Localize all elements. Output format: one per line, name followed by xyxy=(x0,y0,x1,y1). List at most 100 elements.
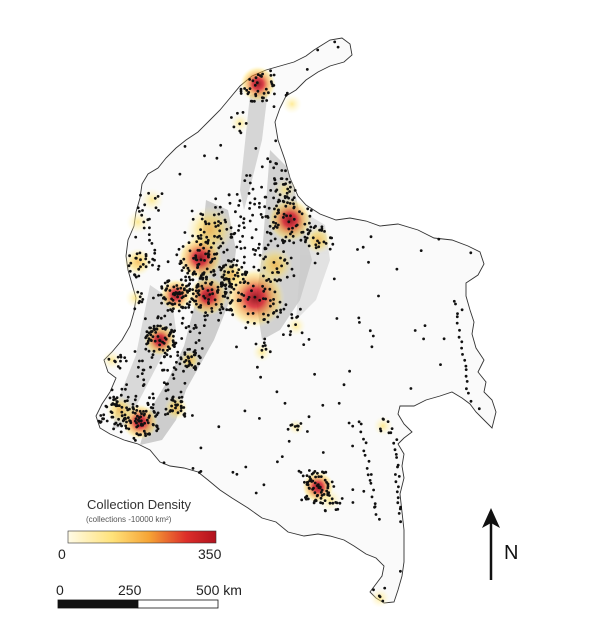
collection-point xyxy=(340,497,344,500)
collection-point xyxy=(460,340,464,344)
collection-point xyxy=(332,277,336,281)
collection-point xyxy=(187,303,191,307)
collection-point xyxy=(262,92,266,95)
collection-point xyxy=(168,289,172,292)
collection-point xyxy=(140,300,144,304)
collection-point xyxy=(141,298,145,301)
collection-point xyxy=(325,481,328,484)
collection-point xyxy=(157,293,160,297)
collection-point xyxy=(174,406,177,410)
collection-point xyxy=(151,392,155,396)
collection-point xyxy=(161,327,165,330)
collection-point xyxy=(221,307,225,311)
collection-point xyxy=(335,501,339,505)
collection-point xyxy=(248,78,252,81)
collection-point xyxy=(363,453,367,457)
collection-point xyxy=(151,335,155,338)
collection-point xyxy=(336,507,340,511)
collection-point xyxy=(296,428,299,432)
collection-point xyxy=(227,259,231,263)
collection-point xyxy=(187,283,191,287)
collection-point xyxy=(255,81,259,85)
collection-point xyxy=(454,302,457,306)
collection-point xyxy=(184,364,188,368)
collection-point xyxy=(394,480,398,484)
collection-point xyxy=(180,395,184,399)
collection-point xyxy=(253,202,256,206)
collection-point xyxy=(170,409,174,413)
collection-point xyxy=(259,213,263,216)
collection-point xyxy=(154,206,158,210)
collection-point xyxy=(145,330,149,334)
collection-point xyxy=(171,343,175,347)
collection-point xyxy=(262,483,266,487)
collection-point xyxy=(199,228,203,232)
collection-point xyxy=(282,250,285,254)
collection-point xyxy=(141,359,144,363)
collection-point xyxy=(457,335,461,339)
collection-point xyxy=(272,226,275,230)
collection-point xyxy=(362,449,366,453)
collection-point xyxy=(138,251,142,255)
collection-point xyxy=(319,475,323,478)
collection-point xyxy=(282,200,286,204)
collection-point xyxy=(292,196,296,200)
collection-point xyxy=(180,400,184,403)
collection-point xyxy=(356,248,359,251)
collection-point xyxy=(135,409,139,412)
collection-point xyxy=(131,402,135,406)
collection-point xyxy=(137,365,140,369)
collection-point xyxy=(190,310,194,314)
collection-point xyxy=(285,91,289,95)
collection-point xyxy=(268,287,272,291)
collection-point xyxy=(182,406,186,409)
collection-point xyxy=(120,410,124,414)
collection-point xyxy=(188,347,192,351)
collection-point xyxy=(225,308,229,312)
collection-point xyxy=(246,281,250,285)
collection-point xyxy=(263,266,266,270)
collection-point xyxy=(314,498,317,502)
collection-point xyxy=(148,238,151,242)
collection-point xyxy=(200,347,204,350)
collection-point xyxy=(369,473,373,476)
collection-point xyxy=(283,183,286,186)
collection-point xyxy=(220,281,224,284)
collection-point xyxy=(144,265,148,269)
collection-point xyxy=(309,225,313,229)
collection-point xyxy=(156,335,160,338)
north-arrow-icon xyxy=(482,508,500,580)
collection-point xyxy=(351,488,355,491)
collection-point xyxy=(236,271,239,275)
collection-point xyxy=(188,330,192,333)
collection-point xyxy=(154,331,158,334)
collection-point xyxy=(263,205,267,209)
collection-point xyxy=(217,220,220,223)
collection-point xyxy=(235,193,239,196)
collection-point xyxy=(127,264,131,268)
collection-point xyxy=(219,244,223,248)
collection-point xyxy=(144,347,148,351)
collection-point xyxy=(254,342,258,346)
collection-point xyxy=(190,363,194,367)
collection-point xyxy=(288,180,292,184)
collection-point xyxy=(409,387,413,390)
collection-point xyxy=(370,495,374,499)
collection-point xyxy=(119,359,122,363)
collection-point xyxy=(319,501,322,505)
collection-point xyxy=(212,273,216,277)
collection-point xyxy=(101,417,104,421)
collection-point xyxy=(260,75,263,78)
collection-point xyxy=(128,419,132,423)
collection-point xyxy=(283,401,287,405)
collection-point xyxy=(166,348,169,352)
collection-point xyxy=(212,268,216,272)
collection-point xyxy=(190,355,194,359)
collection-point xyxy=(272,196,275,200)
collection-point xyxy=(308,487,311,490)
collection-point xyxy=(135,432,139,436)
collection-point xyxy=(335,317,339,320)
collection-point xyxy=(146,339,150,343)
collection-point xyxy=(230,235,234,239)
collection-point xyxy=(139,419,143,423)
